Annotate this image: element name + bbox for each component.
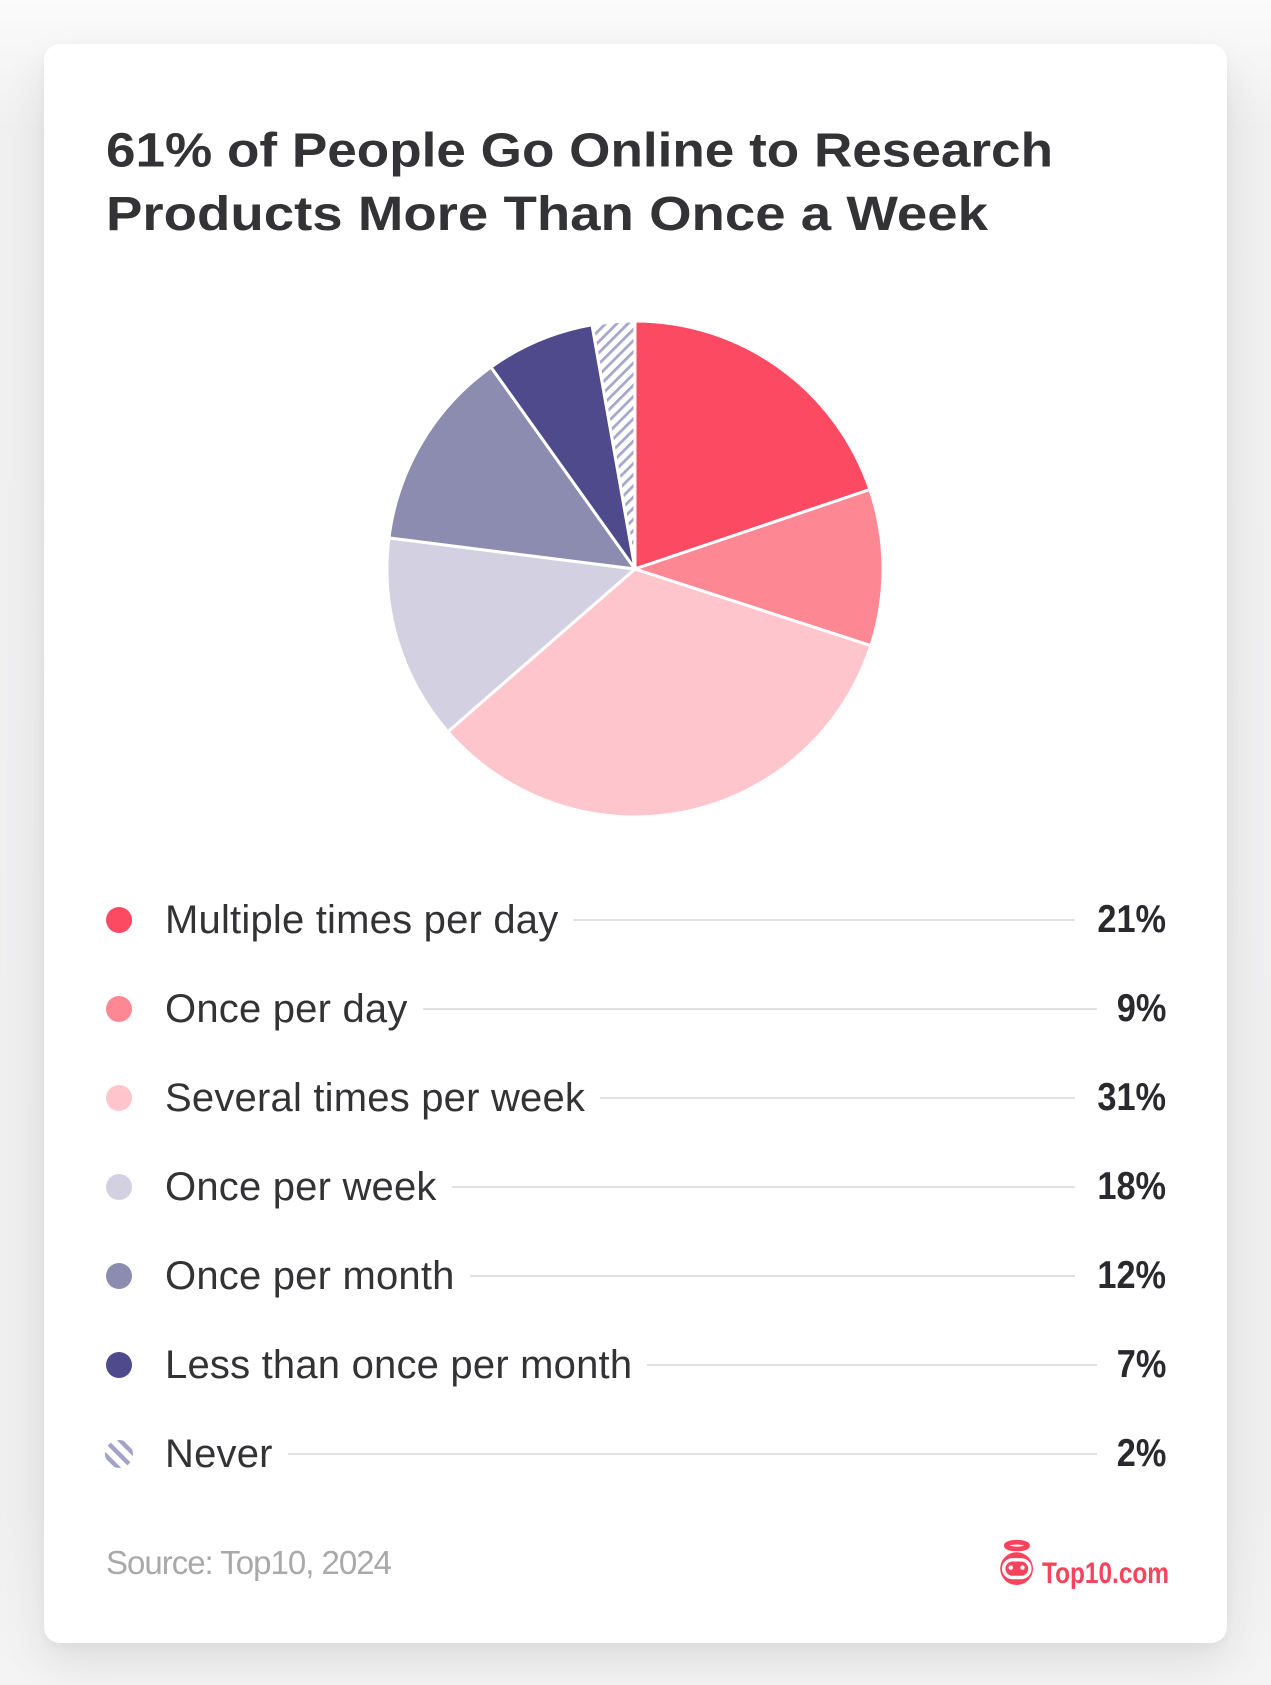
svg-text:Products More Than Once a Week: Products More Than Once a Week: [106, 187, 989, 241]
svg-text:Top10.com: Top10.com: [1042, 1557, 1169, 1590]
svg-text:61% of People Go Online to Res: 61% of People Go Online to Research: [106, 123, 1053, 177]
